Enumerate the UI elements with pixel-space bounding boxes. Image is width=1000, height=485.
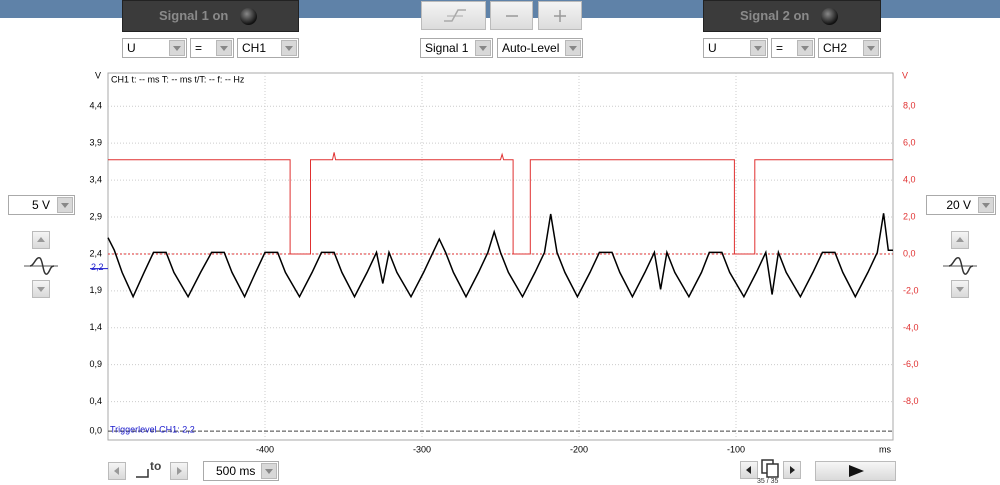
ch1-up[interactable]	[32, 231, 50, 249]
dropdown-text: CH2	[823, 41, 848, 55]
y-tick-label: 0,9	[89, 359, 102, 369]
page-counter: 35 / 35	[757, 478, 779, 485]
dropdown-arrow	[169, 40, 185, 56]
zoom-icon	[136, 469, 149, 478]
y2-unit: V	[902, 70, 908, 80]
dropdown-arrow	[57, 197, 73, 213]
timebase[interactable]: 500 ms	[203, 461, 279, 481]
ch2-quantity[interactable]: U	[703, 38, 768, 58]
dropdown-arrow	[216, 40, 232, 56]
y2-tick-label: 4,0	[903, 175, 916, 185]
x-unit: ms	[879, 444, 891, 454]
ch2-source[interactable]: CH2	[818, 38, 881, 58]
signal-trace	[108, 152, 893, 255]
y2-tick-label: -8,0	[903, 396, 919, 406]
ch2-up[interactable]	[951, 231, 969, 249]
y-unit: V	[95, 70, 101, 80]
ch2-range[interactable]: 20 V	[926, 195, 996, 215]
dropdown-text: Auto-Level	[502, 41, 560, 55]
dropdown-text: 5 V	[31, 198, 50, 212]
y-tick-label: 3,9	[89, 138, 102, 148]
y-tick-label: 2,9	[89, 211, 102, 221]
zoom-to-button[interactable]: to	[134, 459, 166, 481]
ch1-range[interactable]: 5 V	[8, 195, 75, 215]
button-label: Signal 2 on	[740, 8, 810, 23]
dropdown-text: 20 V	[946, 198, 971, 212]
ch1-source[interactable]: CH1	[237, 38, 299, 58]
y-tick-label: 4,4	[89, 101, 102, 111]
dropdown-text: U	[127, 41, 136, 55]
y-tick-label: 3,4	[89, 174, 102, 184]
dropdown-text: CH1	[242, 41, 267, 55]
y-tick-label: 1,9	[89, 285, 102, 295]
ch2-offset-icon	[943, 257, 977, 275]
trigger-mode[interactable]: Auto-Level	[497, 38, 583, 58]
page-prev[interactable]	[740, 461, 758, 479]
x-tick-label: -300	[413, 444, 431, 454]
signal-trace	[107, 213, 893, 299]
signal1-toggle[interactable]: Signal 1 on	[122, 0, 299, 32]
knob	[821, 8, 838, 25]
y2-tick-label: 8,0	[903, 101, 916, 111]
minus-icon	[506, 15, 518, 17]
trigger-text: Triggerlevel CH1: 2,2	[110, 424, 195, 434]
ch1-operator[interactable]: =	[190, 38, 234, 58]
y-tick-label: 0,0	[89, 426, 102, 436]
y2-tick-label: -2,0	[903, 285, 919, 295]
y-tick-label: 0,4	[89, 396, 102, 406]
dropdown-arrow	[281, 40, 297, 56]
dropdown-text: U	[708, 41, 717, 55]
dropdown-text: =	[776, 41, 784, 55]
y-tick-label: 2,4	[89, 248, 102, 258]
button-label: Signal 1 on	[159, 8, 229, 23]
ch1-down[interactable]	[32, 280, 50, 298]
edge-icon	[444, 9, 466, 22]
dropdown-arrow	[750, 40, 766, 56]
y2-tick-label: 6,0	[903, 138, 916, 148]
plot-frame	[107, 72, 894, 441]
scroll-left[interactable]	[108, 462, 126, 480]
trigger-source[interactable]: Signal 1	[420, 38, 493, 58]
minus-button[interactable]	[490, 1, 533, 30]
y2-tick-label: -4,0	[903, 322, 919, 332]
dropdown-arrow	[475, 40, 491, 56]
y2-tick-label: 2,0	[903, 211, 916, 221]
ch2-operator[interactable]: =	[771, 38, 815, 58]
dropdown-text: =	[195, 41, 203, 55]
play-button[interactable]	[815, 461, 896, 481]
ch1-quantity[interactable]: U	[122, 38, 187, 58]
dropdown-arrow	[565, 40, 581, 56]
trigger-level-label: 2,2	[91, 262, 104, 272]
dropdown-arrow	[261, 463, 277, 479]
info-line: CH1 t: -- ms T: -- ms t/T: -- f: -- Hz	[111, 74, 245, 84]
dropdown-text: Signal 1	[425, 41, 469, 55]
ch2-down[interactable]	[951, 280, 969, 298]
ch1-offset-icon	[24, 257, 58, 275]
y2-tick-label: -6,0	[903, 359, 919, 369]
plus-button[interactable]	[538, 1, 582, 30]
x-tick-label: -100	[727, 444, 745, 454]
y2-tick-label: 0,0	[903, 248, 916, 258]
page-icon[interactable]	[760, 458, 780, 478]
dropdown-arrow	[863, 40, 879, 56]
page-next[interactable]	[783, 461, 801, 479]
x-tick-label: -200	[570, 444, 588, 454]
signal2-toggle[interactable]: Signal 2 on	[703, 0, 881, 32]
plus-icon	[554, 10, 566, 22]
zoom-label: to	[150, 459, 162, 473]
trigger-edge-button[interactable]	[421, 1, 486, 30]
scroll-right[interactable]	[170, 462, 188, 480]
dropdown-arrow	[797, 40, 813, 56]
knob	[240, 8, 257, 25]
y-tick-label: 1,4	[89, 322, 102, 332]
x-tick-label: -400	[256, 444, 274, 454]
dropdown-arrow	[978, 197, 994, 213]
dropdown-text: 500 ms	[216, 464, 256, 478]
play-icon	[849, 465, 864, 477]
